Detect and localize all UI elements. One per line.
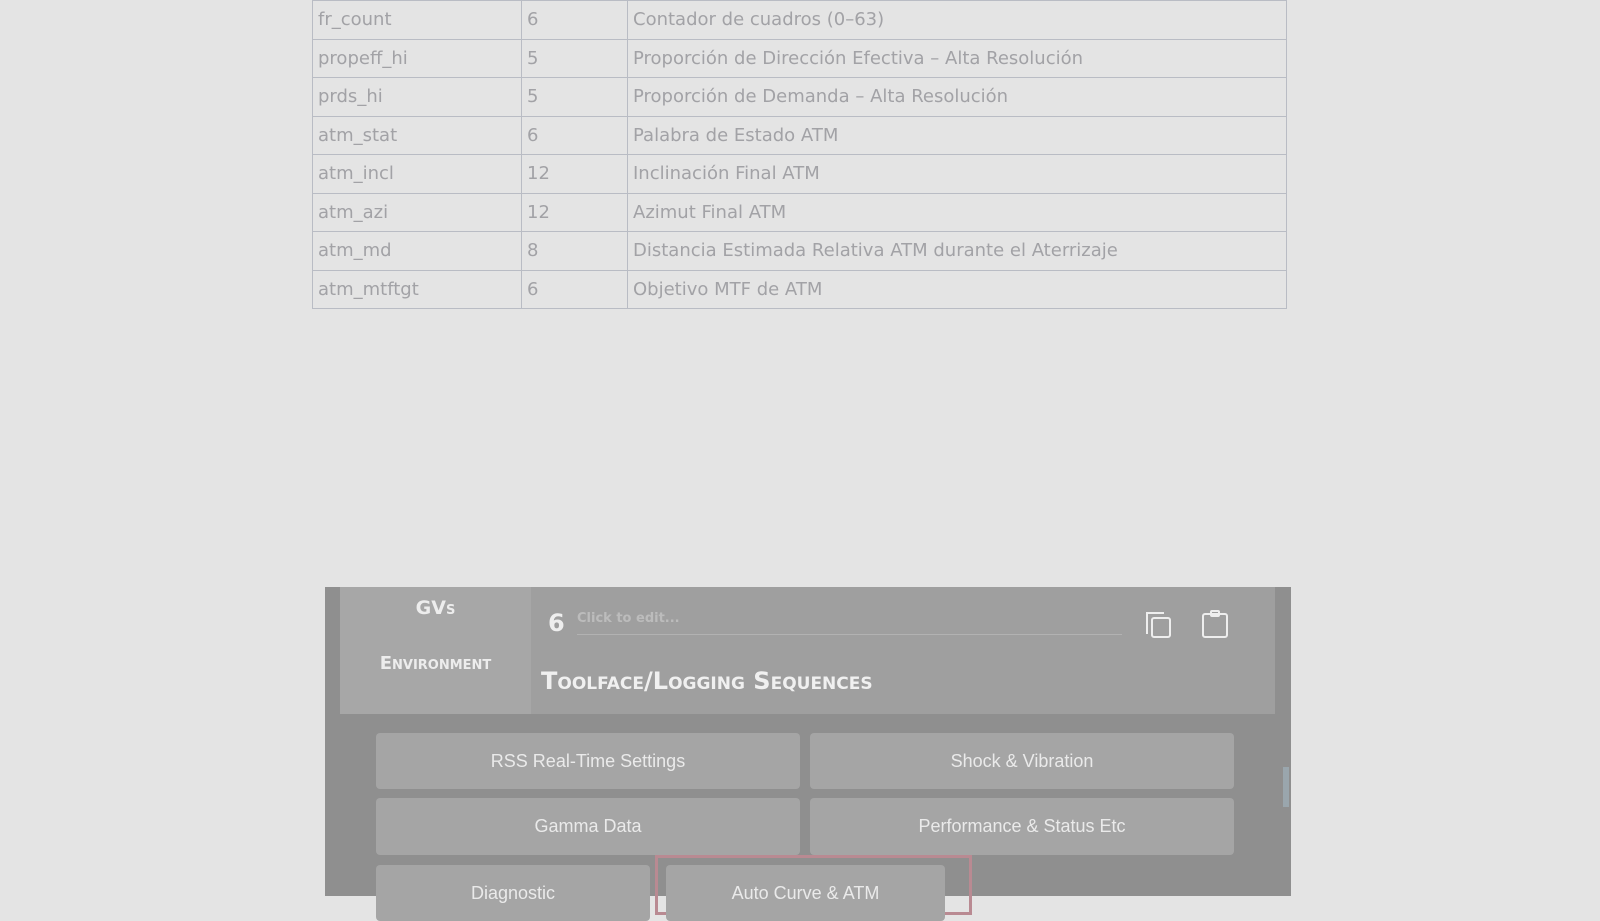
section-title: Toolface/Logging Sequences [541,667,873,695]
mnemonic-cell: fr_count [312,0,522,40]
bits-cell: 12 [521,154,628,194]
sidebar: GVs Environment [340,587,531,714]
clipboard-icon[interactable] [1200,609,1230,639]
mnemonic-cell: propeff_hi [312,38,522,78]
description-cell: Objetivo MTF de ATM [627,269,1287,309]
table-row: atm_md 8 Distancia Estimada Relativa ATM d… [312,231,1287,271]
shock-vibration-button[interactable]: Shock & Vibration [810,733,1234,789]
description-cell: Distancia Estimada Relativa ATM durante … [627,231,1287,271]
sequence-editor: GVs Environment 6 Click to edit... Toolf… [340,587,1275,714]
bits-cell: 6 [521,269,628,309]
bits-cell: 6 [521,0,628,40]
bits-cell: 6 [521,115,628,155]
scrollbar[interactable] [1283,767,1289,807]
table-row: atm_mtftgt 6 Objetivo MTF de ATM [312,269,1287,309]
description-cell: Proporción de Demanda – Alta Resolución [627,77,1287,117]
mnemonic-cell: atm_incl [312,154,522,194]
description-cell: Azimut Final ATM [627,192,1287,232]
description-cell: Palabra de Estado ATM [627,115,1287,155]
bits-cell: 5 [521,77,628,117]
performance-status-button[interactable]: Performance & Status Etc [810,798,1234,855]
description-cell: Proporción de Dirección Efectiva – Alta … [627,38,1287,78]
mnemonic-cell: atm_mtftgt [312,269,522,309]
sequence-input[interactable]: Click to edit... [577,611,1122,635]
app-panel: GVs Environment 6 Click to edit... Toolf… [325,587,1291,921]
sidebar-item-environment[interactable]: Environment [379,653,492,674]
table-row: prds_hi 5 Proporción de Demanda – Alta Res… [312,77,1287,117]
bits-cell: 8 [521,231,628,271]
table-row: fr_count 6 Contador de cuadros (0–63) [312,0,1287,40]
table-row: atm_stat 6 Palabra de Estado ATM [312,115,1287,155]
mnemonic-cell: atm_azi [312,192,522,232]
bits-cell: 12 [521,192,628,232]
mnemonic-cell: prds_hi [312,77,522,117]
diagnostic-button[interactable]: Diagnostic [376,865,650,921]
sequence-number: 6 [548,609,565,637]
description-cell: Contador de cuadros (0–63) [627,0,1287,40]
table-row: propeff_hi 5 Proporción de Dirección Efect… [312,38,1287,78]
rss-realtime-settings-button[interactable]: RSS Real-Time Settings [376,733,800,789]
auto-curve-atm-button[interactable]: Auto Curve & ATM [666,865,945,921]
table-row: atm_incl 12 Inclinación Final ATM [312,154,1287,194]
mnemonics-table: fr_count 6 Contador de cuadros (0–63) prope… [312,0,1287,309]
description-cell: Inclinación Final ATM [627,154,1287,194]
copy-icon[interactable] [1144,609,1174,639]
gamma-data-button[interactable]: Gamma Data [376,798,800,855]
mnemonic-cell: atm_md [312,231,522,271]
sidebar-item-gvs[interactable]: GVs [415,597,456,619]
mnemonic-cell: atm_stat [312,115,522,155]
table-row: atm_azi 12 Azimut Final ATM [312,192,1287,232]
bits-cell: 5 [521,38,628,78]
